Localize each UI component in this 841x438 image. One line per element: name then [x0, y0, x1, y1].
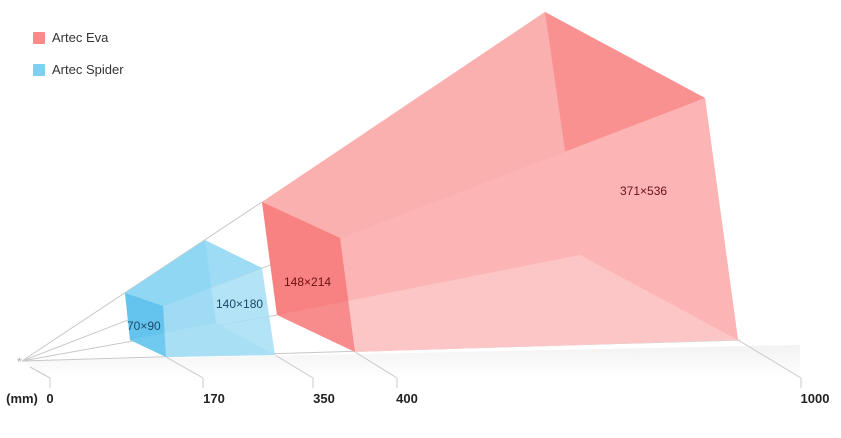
- spider-top-face: [125, 240, 262, 306]
- axis-tick-label: 170: [203, 391, 225, 406]
- spider-near-label: 70×90: [127, 319, 161, 333]
- axis-tick-label: 400: [396, 391, 418, 406]
- legend-swatch-spider: [33, 63, 45, 76]
- eva-near-label: 148×214: [284, 275, 332, 289]
- floor-shadow: [22, 345, 800, 378]
- spider-right-face: [163, 268, 275, 357]
- spider-near-face: [125, 293, 166, 357]
- spider-volume: [125, 240, 275, 357]
- axis-tick-label: 1000: [800, 391, 830, 406]
- eva-right-face: [340, 98, 738, 352]
- eva-volume: [262, 12, 738, 352]
- legend-item-spider: Artec Spider: [33, 62, 124, 77]
- spider-far-label: 140×180: [216, 297, 264, 311]
- legend-item-eva: Artec Eva: [33, 30, 108, 45]
- legend-label: Artec Eva: [52, 30, 109, 45]
- eva-near-face: [262, 202, 355, 352]
- legend-swatch-eva: [33, 31, 45, 44]
- apex-marker-icon: *: [17, 355, 22, 369]
- legend-label: Artec Spider: [52, 62, 124, 77]
- axis-tick-label: 0: [46, 391, 54, 406]
- axis-tick-label: 350: [313, 391, 335, 406]
- axis-unit: (mm): [6, 391, 38, 406]
- eva-far-label: 371×536: [620, 184, 668, 198]
